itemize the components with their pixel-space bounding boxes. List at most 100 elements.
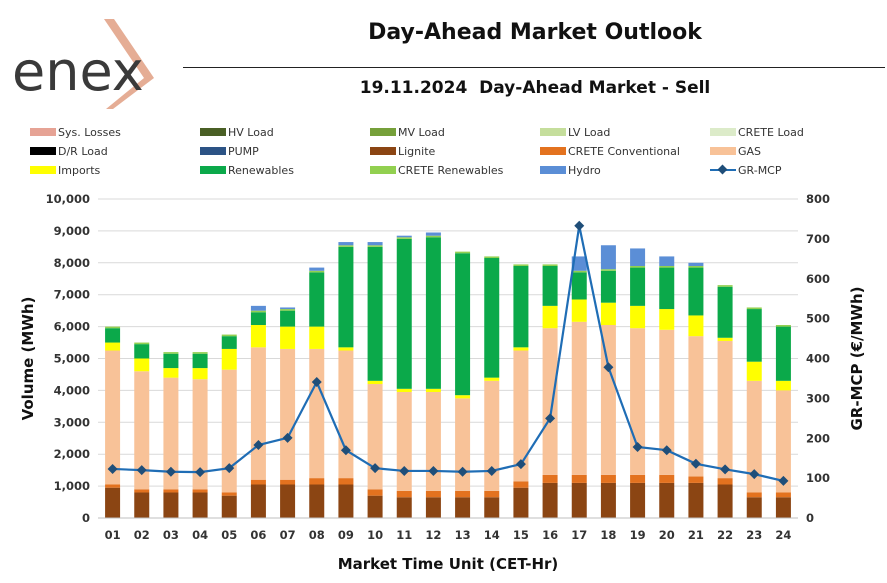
legend-item: Renewables — [200, 162, 294, 178]
bar-segment — [396, 388, 412, 392]
bar-segment — [134, 342, 150, 345]
legend-swatch — [710, 128, 736, 136]
x-tick-label: 12 — [425, 528, 441, 542]
bar-segment — [163, 352, 179, 354]
bar-segment — [746, 380, 762, 493]
bar-segment — [775, 380, 791, 391]
legend-swatch — [200, 128, 226, 136]
x-tick-label: 09 — [338, 528, 354, 542]
legend-label: Imports — [58, 163, 101, 177]
mcp-point — [370, 463, 381, 474]
y2-tick-label: 800 — [806, 192, 830, 206]
chart-subtitle: 19.11.2024 Day-Ahead Market - Sell — [359, 78, 711, 98]
enex-logo: enex — [12, 19, 154, 109]
bar-segment — [250, 305, 266, 311]
bar-segment — [542, 474, 558, 483]
x-tick-label: 07 — [280, 528, 296, 542]
legend-item: CRETE Renewables — [370, 162, 503, 178]
bar-segment — [221, 495, 237, 518]
x-tick-label: 20 — [659, 528, 675, 542]
bar-segment — [338, 246, 354, 348]
legend-item: CRETE Load — [710, 124, 804, 140]
bar-segment — [775, 390, 791, 493]
title-divider — [183, 67, 885, 68]
bar-segment — [717, 484, 733, 518]
bar-segment — [571, 299, 587, 322]
bar-segment — [455, 497, 471, 518]
bar-segment — [367, 245, 383, 247]
bar-segment — [542, 265, 558, 306]
legend-item: GR-MCP — [710, 162, 782, 178]
legend-label: PUMP — [228, 144, 259, 158]
y-tick-label: 9,000 — [54, 224, 90, 238]
bar-segment — [280, 326, 296, 349]
bar-segment — [688, 315, 704, 337]
x-tick-label: 14 — [484, 528, 500, 542]
mcp-point — [574, 220, 585, 231]
bar-segment — [630, 305, 646, 329]
bar-segment — [513, 487, 529, 518]
bar-segment — [717, 285, 733, 287]
y2-tick-label: 700 — [806, 232, 830, 246]
bar-segment — [659, 267, 675, 310]
bar-segment — [250, 325, 266, 348]
legend-label: D/R Load — [58, 144, 108, 158]
bar-segment — [688, 482, 704, 518]
x-tick-label: 23 — [746, 528, 762, 542]
bar-segment — [659, 482, 675, 518]
legend-swatch — [370, 147, 396, 155]
legend-item: MV Load — [370, 124, 445, 140]
y2-tick-label: 200 — [806, 431, 830, 445]
mcp-point — [399, 465, 410, 476]
mcp-point — [515, 459, 526, 470]
bar-segment — [280, 309, 296, 311]
bar-segment — [484, 497, 500, 518]
bar-segment — [455, 251, 471, 254]
bar-segment — [134, 492, 150, 518]
bar-segment — [746, 497, 762, 518]
bar-segment — [746, 309, 762, 362]
bar-segment — [192, 379, 208, 490]
legend-swatch — [200, 166, 226, 174]
bar-segment — [542, 482, 558, 518]
x-tick-label: 11 — [396, 528, 412, 542]
legend-swatch — [30, 166, 56, 174]
bar-segment — [338, 478, 354, 485]
bar-segment — [542, 264, 558, 266]
bar-segment — [513, 264, 529, 266]
x-tick-label: 03 — [163, 528, 179, 542]
y-tick-label: 10,000 — [46, 192, 90, 206]
bar-segment — [192, 489, 208, 493]
y-tick-label: 1,000 — [54, 479, 90, 493]
mcp-point — [224, 463, 235, 474]
bar-segment — [221, 336, 237, 349]
bar-segment — [688, 265, 704, 268]
bar-segment — [571, 321, 587, 475]
legend-label: Hydro — [568, 163, 601, 177]
legend-item: GAS — [710, 143, 761, 159]
y2-tick-label: 300 — [806, 391, 830, 405]
legend-label: CRETE Load — [738, 125, 804, 139]
bar-segment — [367, 242, 383, 246]
bar-segment — [309, 326, 325, 349]
y-tick-label: 6,000 — [54, 320, 90, 334]
bar-segment — [250, 484, 266, 518]
bar-segment — [688, 476, 704, 483]
mcp-point — [253, 440, 264, 451]
mcp-point — [340, 445, 351, 456]
bar-segment — [367, 380, 383, 385]
bar-segment — [542, 305, 558, 329]
x-tick-label: 18 — [600, 528, 616, 542]
bar-segment — [513, 347, 529, 351]
x-tick-label: 05 — [221, 528, 237, 542]
bar-segment — [630, 267, 646, 306]
bar-segment — [659, 309, 675, 330]
bar-segment — [600, 325, 616, 475]
legend-label: CRETE Renewables — [398, 163, 504, 177]
mcp-point — [632, 442, 643, 453]
bar-segment — [105, 484, 121, 488]
x-tick-label: 06 — [250, 528, 266, 542]
bar-segment — [775, 326, 791, 381]
bar-segment — [717, 337, 733, 341]
bar-segment — [163, 353, 179, 369]
